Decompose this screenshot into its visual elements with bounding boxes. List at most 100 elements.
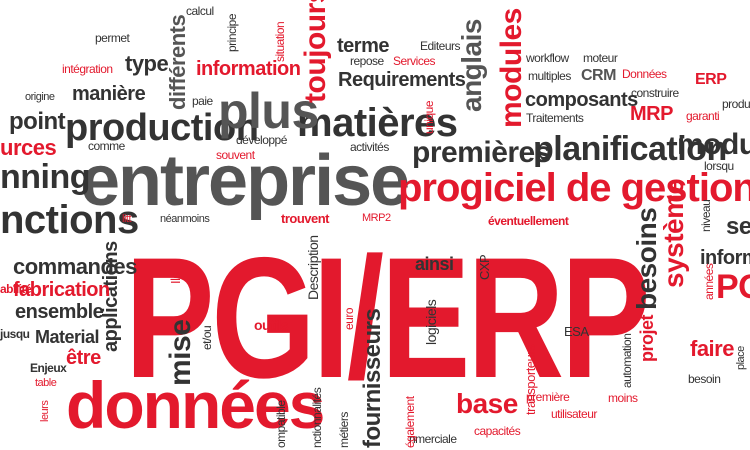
word-maniere: manière [72, 83, 146, 105]
word-unique: unique [422, 100, 436, 134]
word-projet: projet [637, 314, 657, 362]
word-automation: automation [620, 333, 634, 388]
word-construire: construire [631, 86, 679, 100]
word-modules: modules [495, 8, 528, 128]
word-etre: être [66, 347, 101, 369]
word-trouvent: trouvent [281, 211, 330, 226]
word-logiciels: logiciels [423, 299, 439, 345]
word-paie: paie [192, 94, 213, 108]
word-litt: litt [122, 213, 132, 225]
word-fabrication: fabrication [13, 279, 110, 301]
word-mrp2: MRP2 [362, 212, 391, 224]
word-egalement: également [403, 396, 417, 448]
word-place: niveau [699, 199, 713, 232]
word-souvent: souvent [216, 148, 255, 162]
word-donnees: données [66, 368, 325, 442]
word-niveau: produits [722, 97, 750, 111]
word-moins: moins [608, 391, 638, 405]
word-editeurs: Editeurs [420, 39, 461, 53]
word-toujours: toujours [299, 0, 332, 103]
word-comme: comme [88, 139, 125, 153]
word-moteur: moteur [583, 51, 618, 65]
word-garanti: garanti [686, 109, 720, 123]
word-activites: activités [350, 140, 389, 154]
word-base: base [456, 388, 518, 419]
word-workflow: workflow [526, 51, 569, 65]
word-esa: ESA [564, 324, 589, 339]
word-description: Description [305, 235, 321, 300]
word-leurs: leurs [39, 400, 51, 422]
word-enjeux: Enjeux [30, 361, 67, 375]
word-entreprise: entreprise [80, 141, 410, 221]
word-differents: différents [165, 14, 190, 110]
word-donnees-small: Données [622, 67, 667, 81]
word-lorsqu: lorsqu [704, 159, 734, 173]
word-terme: terme [337, 35, 389, 57]
word-annees: années [702, 263, 716, 300]
word-production: production [65, 107, 259, 149]
word-erp-small: ERP [695, 71, 727, 88]
word-abilite: jusqu [0, 327, 30, 341]
word-anglais: anglais [456, 19, 487, 112]
word-premieres: premières [412, 136, 551, 169]
word-outils: outils [254, 317, 289, 333]
word-metiers: métiers [337, 412, 351, 448]
word-mrp: MRP [630, 103, 673, 125]
word-pgi-erp: PGI/ERP [125, 222, 651, 414]
word-integration: intégration [62, 62, 113, 76]
word-ensemble: ensemble [15, 301, 104, 323]
word-pg: PG [716, 268, 750, 306]
word-services: Services [393, 54, 436, 68]
word-matieres: matières [297, 101, 458, 145]
word-premiere: première [526, 390, 570, 404]
word-table: table [35, 377, 57, 389]
word-ils: Ils [168, 272, 183, 285]
word-eventuellement: éventuellement [488, 214, 569, 228]
word-progiciel-de-gestion: progiciel de gestion in [398, 166, 750, 210]
word-crm: CRM [581, 67, 616, 84]
word-produits: place [735, 346, 747, 370]
word-cxp: CXP [477, 254, 492, 280]
word-ustrie: abilité [0, 282, 32, 296]
word-repose: repose [350, 54, 384, 68]
word-transporteurs: transporteurs [523, 344, 538, 415]
word-besoins: besoins [631, 207, 662, 310]
word-multiples: multiples [528, 69, 571, 83]
word-euro: euro [342, 307, 356, 330]
word-permet: permet [95, 31, 130, 45]
word-urces: urces [0, 135, 57, 160]
word-fournisseurs: fournisseurs [359, 308, 386, 448]
word-planification: planification [533, 130, 727, 168]
word-situation: situation [273, 21, 287, 62]
word-developpe: développé [236, 133, 287, 147]
word-mise: mise [164, 319, 197, 386]
word-nctionnalites: nctionnalités [310, 387, 324, 448]
word-material: Material [35, 327, 100, 347]
word-et-ou: et/ou [200, 325, 214, 350]
word-module-right: module [677, 128, 750, 161]
word-plus: plus [218, 83, 319, 139]
word-se: se [726, 213, 750, 240]
word-nning: nning [0, 158, 91, 196]
word-inform: inform [700, 247, 750, 269]
word-principe: principe [225, 13, 239, 52]
word-requirements: Requirements [338, 69, 466, 91]
word-traitements: Traitements [526, 111, 584, 125]
word-neanmoins: néanmoins [160, 213, 210, 225]
word-systeme: système [658, 179, 689, 288]
word-composants: composants [525, 89, 638, 111]
word-capacites: capacités [474, 424, 521, 438]
word-ompatible: nmerciale [409, 432, 457, 446]
word-origine: origine [25, 91, 55, 103]
word-calcul: calcul [186, 4, 214, 18]
word-point: point [9, 108, 66, 135]
word-type: type [125, 51, 169, 76]
word-commandes: commandes [13, 254, 137, 279]
word-information: information [196, 58, 301, 80]
word-nmerciale: ompatible [274, 400, 288, 448]
word-nctions: nctions [0, 198, 139, 242]
word-utilisateur: utilisateur [551, 407, 597, 421]
word-besoin: besoin [688, 372, 721, 386]
word-ainsi: ainsi [415, 254, 454, 274]
